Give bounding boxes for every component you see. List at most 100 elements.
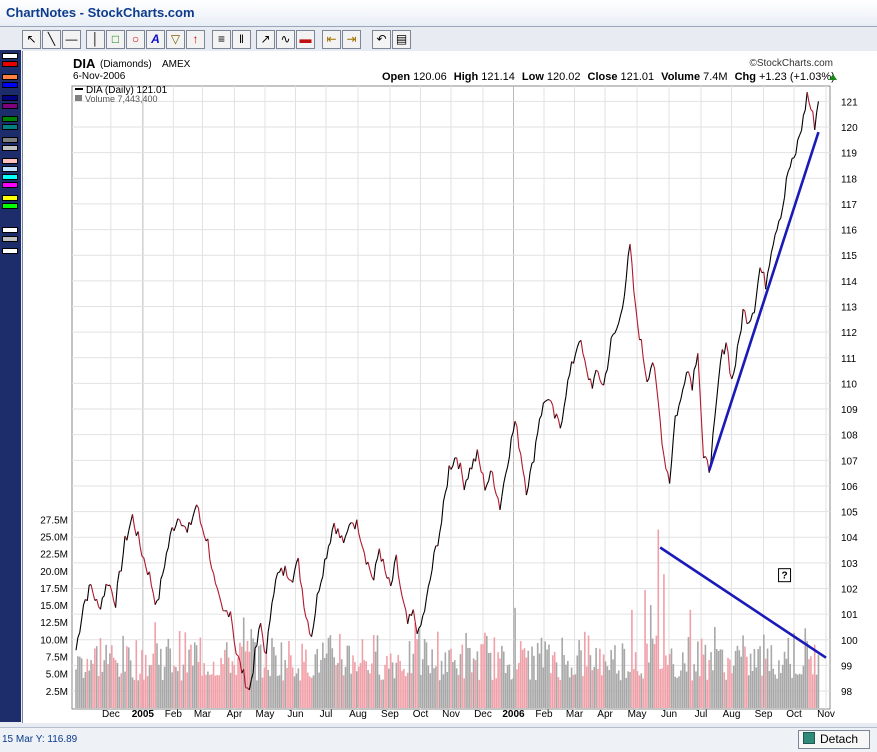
volume-bar bbox=[667, 665, 669, 708]
move-right-icon[interactable]: ⇥ bbox=[342, 30, 361, 49]
callout-icon[interactable]: ▽ bbox=[166, 30, 185, 49]
rectangle-icon[interactable]: □ bbox=[106, 30, 125, 49]
horizontal-grid-icon[interactable]: ≡ bbox=[212, 30, 231, 49]
volume-bar bbox=[190, 645, 192, 708]
color-swatch[interactable] bbox=[2, 158, 18, 164]
undo-icon[interactable]: ↶ bbox=[372, 30, 391, 49]
x-tick-label: 2006 bbox=[502, 709, 525, 720]
volume-bar bbox=[158, 665, 160, 708]
volume-bar bbox=[247, 641, 249, 708]
volume-bar bbox=[629, 672, 631, 708]
x-tick-label: Nov bbox=[442, 709, 460, 720]
trendline-icon[interactable]: ∿ bbox=[276, 30, 295, 49]
volume-bar bbox=[627, 671, 629, 708]
volume-bar bbox=[315, 654, 317, 708]
volume-bar bbox=[441, 661, 443, 708]
color-swatch[interactable] bbox=[2, 137, 18, 143]
color-swatch[interactable] bbox=[2, 145, 18, 151]
volume-bar bbox=[575, 674, 577, 708]
fibonacci-icon[interactable]: ↗ bbox=[256, 30, 275, 49]
color-swatch[interactable] bbox=[2, 82, 18, 88]
volume-bar bbox=[605, 661, 607, 708]
price-tick-label: 105 bbox=[841, 508, 858, 519]
price-tick-label: 111 bbox=[841, 354, 857, 365]
volume-bar bbox=[256, 680, 258, 708]
volume-bar bbox=[211, 674, 213, 708]
volume-bar bbox=[708, 660, 710, 708]
color-swatch[interactable] bbox=[2, 195, 18, 201]
volume-bar bbox=[299, 680, 301, 708]
x-tick-label: Feb bbox=[165, 709, 183, 720]
volume-bar bbox=[401, 671, 403, 708]
volume-bar bbox=[235, 675, 237, 708]
ellipse-icon[interactable]: ○ bbox=[126, 30, 145, 49]
legend-volume-swatch bbox=[75, 95, 82, 101]
volume-bar bbox=[169, 649, 171, 708]
color-swatch[interactable] bbox=[2, 248, 18, 254]
color-swatch[interactable] bbox=[2, 227, 18, 233]
vertical-grid-icon[interactable]: ‖ bbox=[232, 30, 251, 49]
x-tick-label: Jun bbox=[661, 709, 677, 720]
color-swatch[interactable] bbox=[2, 74, 18, 80]
volume-bar bbox=[392, 662, 394, 708]
quote-open: 120.06 bbox=[413, 71, 447, 83]
volume-bar bbox=[650, 605, 652, 708]
volume-bar bbox=[710, 652, 712, 708]
color-swatch[interactable] bbox=[2, 53, 18, 59]
volume-bar bbox=[674, 677, 676, 708]
volume-bar bbox=[266, 651, 268, 708]
volume-bar bbox=[226, 642, 228, 708]
move-left-icon[interactable]: ⇤ bbox=[322, 30, 341, 49]
vertical-line-icon[interactable]: │ bbox=[86, 30, 105, 49]
price-segment bbox=[289, 580, 291, 581]
line-icon[interactable]: ╲ bbox=[42, 30, 61, 49]
color-swatch[interactable] bbox=[2, 203, 18, 209]
erase-icon[interactable]: ▤ bbox=[392, 30, 411, 49]
volume-bar bbox=[290, 655, 292, 708]
note-marker-glyph: ? bbox=[781, 571, 787, 582]
volume-bar bbox=[556, 662, 558, 708]
pointer-icon[interactable]: ↖ bbox=[22, 30, 41, 49]
detach-button[interactable]: Detach bbox=[798, 730, 870, 749]
x-tick-label: Nov bbox=[817, 709, 835, 720]
drawing-toolbar: ↖╲— │□○A▽↑ ≡‖ ↗∿▬ ⇤⇥ ↶▤ bbox=[22, 27, 877, 51]
volume-bar bbox=[399, 661, 401, 708]
volume-bar bbox=[241, 647, 243, 708]
volume-bar bbox=[380, 680, 382, 708]
volume-bar bbox=[326, 653, 328, 708]
volume-bar bbox=[205, 675, 207, 708]
volume-bar bbox=[646, 644, 648, 708]
price-tick-label: 106 bbox=[841, 482, 858, 493]
color-swatch[interactable] bbox=[2, 182, 18, 188]
volume-bar bbox=[233, 665, 235, 708]
volume-bar bbox=[356, 671, 358, 708]
volume-bar bbox=[654, 644, 656, 708]
x-tick-label: May bbox=[628, 709, 647, 720]
volume-bar bbox=[597, 669, 599, 708]
text-icon[interactable]: A bbox=[146, 30, 165, 49]
color-icon[interactable]: ▬ bbox=[296, 30, 315, 49]
color-swatch[interactable] bbox=[2, 236, 18, 242]
color-swatch[interactable] bbox=[2, 166, 18, 172]
arrow-icon[interactable]: ↑ bbox=[186, 30, 205, 49]
x-tick-label: Dec bbox=[474, 709, 492, 720]
volume-bar bbox=[273, 647, 275, 708]
color-swatch[interactable] bbox=[2, 124, 18, 130]
color-swatch[interactable] bbox=[2, 103, 18, 109]
volume-bar bbox=[558, 677, 560, 708]
color-swatch[interactable] bbox=[2, 116, 18, 122]
volume-bar bbox=[693, 664, 695, 708]
volume-bar bbox=[801, 674, 803, 708]
volume-bar bbox=[102, 672, 104, 708]
price-tick-label: 102 bbox=[841, 585, 858, 596]
horizontal-line-icon[interactable]: — bbox=[62, 30, 81, 49]
volume-bar bbox=[367, 670, 369, 708]
volume-bar bbox=[345, 667, 347, 708]
color-swatch[interactable] bbox=[2, 95, 18, 101]
status-bar: 15 Mar Y: 116.89 Detach bbox=[0, 727, 877, 752]
color-swatch[interactable] bbox=[2, 174, 18, 180]
color-swatch[interactable] bbox=[2, 61, 18, 67]
volume-bar bbox=[495, 678, 497, 708]
